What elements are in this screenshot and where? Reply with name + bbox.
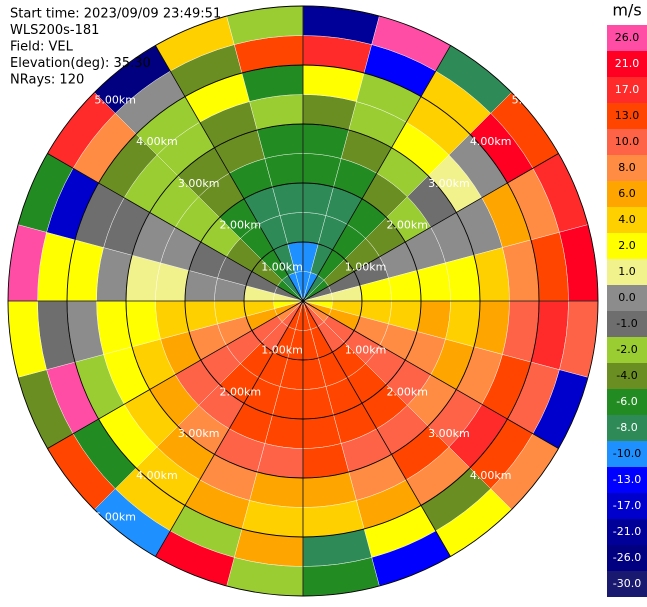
- colorbar-segment: [607, 311, 647, 337]
- range-label: 1.00km: [261, 344, 303, 357]
- range-ring: [66, 64, 540, 538]
- colorbar-segment: [607, 337, 647, 363]
- header-line: Field: VEL: [10, 40, 74, 55]
- header-line: Elevation(deg): 35.30: [10, 56, 151, 71]
- colorbar-segment: [607, 233, 647, 259]
- colorbar-tick-label: 26.0: [615, 31, 640, 44]
- colorbar-segment: [607, 415, 647, 441]
- range-label: 4.00km: [136, 469, 178, 482]
- colorbar-tick-label: -26.0: [613, 551, 641, 564]
- range-label: 3.00km: [428, 177, 470, 190]
- range-label: 2.00km: [220, 219, 262, 232]
- colorbar-segment: [607, 129, 647, 155]
- colorbar-label: m/s: [612, 1, 641, 20]
- range-label: 1.00km: [345, 260, 387, 273]
- gate-cell: [256, 443, 304, 479]
- range-ring: [125, 123, 481, 479]
- colorbar-segment: [607, 519, 647, 545]
- range-label: 3.00km: [428, 427, 470, 440]
- range-label: 2.00km: [386, 385, 428, 398]
- colorbar-segment: [607, 441, 647, 467]
- colorbar-segment: [607, 285, 647, 311]
- gate-cell: [445, 254, 481, 302]
- range-label: 1.00km: [261, 260, 303, 273]
- range-label: 3.00km: [178, 427, 220, 440]
- colorbar-tick-label: -17.0: [613, 499, 641, 512]
- gate-cell: [256, 123, 304, 159]
- colorbar-tick-label: 1.0: [618, 265, 636, 278]
- range-label: 1.00km: [345, 344, 387, 357]
- colorbar-tick-label: -6.0: [616, 395, 637, 408]
- colorbar-tick-label: -1.0: [616, 317, 637, 330]
- gate-cell: [302, 123, 350, 159]
- colorbar-tick-label: -13.0: [613, 473, 641, 486]
- colorbar-segment: [607, 467, 647, 493]
- colorbar-tick-label: -10.0: [613, 447, 641, 460]
- gate-cell: [125, 254, 161, 302]
- colorbar-segment: [607, 103, 647, 129]
- range-label: 5.00km: [94, 511, 136, 524]
- overlay: 1.00km 1.00km 1.00km 1.00km 2.00km 2.00km 2.00…: [7, 5, 599, 597]
- colorbar-tick-label: 8.0: [618, 161, 636, 174]
- gate-cell: [125, 300, 161, 348]
- colorbar-tick-label: 2.0: [618, 239, 636, 252]
- range-ring: [243, 241, 363, 361]
- header: Start time: 2023/09/09 23:49:51WLS200s-1…: [10, 7, 221, 88]
- gate-cell: [302, 443, 350, 479]
- colorbar-segment: [607, 389, 647, 415]
- colorbar-segment: [607, 51, 647, 77]
- range-ring: [184, 182, 422, 420]
- range-label: 3.00km: [178, 177, 220, 190]
- colorbar-tick-label: -30.0: [613, 577, 641, 590]
- colorbar-segment: [607, 363, 647, 389]
- colorbar-tick-label: 21.0: [615, 57, 640, 70]
- colorbar-tick-label: 0.0: [618, 291, 636, 304]
- header-line: NRays: 120: [10, 73, 84, 88]
- gate-cell: [445, 300, 481, 348]
- colorbar-segment: [607, 493, 647, 519]
- azimuth-line: [155, 45, 451, 557]
- colorbar-segment: [607, 571, 647, 597]
- colorbar-tick-label: 4.0: [618, 213, 636, 226]
- colorbar-tick-label: 6.0: [618, 187, 636, 200]
- colorbar-segment: [607, 155, 647, 181]
- range-label: 2.00km: [386, 219, 428, 232]
- colorbar: m/s 26.0 21.0 17.0 13.0 10.0 8.0 6.0 4.0 2.0 1.0 0.…: [607, 1, 647, 597]
- colorbar-tick-label: -21.0: [613, 525, 641, 538]
- colorbar-tick-label: 17.0: [615, 83, 640, 96]
- colorbar-tick-label: -4.0: [616, 369, 637, 382]
- colorbar-segment: [607, 207, 647, 233]
- range-label: 4.00km: [136, 135, 178, 148]
- header-line: WLS200s-181: [10, 23, 99, 38]
- range-label: 4.00km: [470, 469, 512, 482]
- colorbar-tick-label: 13.0: [615, 109, 640, 122]
- colorbar-tick-label: -8.0: [616, 421, 637, 434]
- range-label: 5.00km: [512, 511, 554, 524]
- range-label: 4.00km: [470, 135, 512, 148]
- range-label: 5.00km: [94, 93, 136, 106]
- colorbar-segment: [607, 259, 647, 285]
- header-line: Start time: 2023/09/09 23:49:51: [10, 7, 221, 22]
- colorbar-tick-label: 10.0: [615, 135, 640, 148]
- range-label: 5.00km: [512, 93, 554, 106]
- ppi-field: [7, 5, 599, 597]
- colorbar-segment: [607, 545, 647, 571]
- colorbar-tick-label: -2.0: [616, 343, 637, 356]
- colorbar-segment: [607, 77, 647, 103]
- range-label: 2.00km: [220, 385, 262, 398]
- colorbar-segment: [607, 181, 647, 207]
- colorbar-segment: [607, 25, 647, 51]
- range-ring: [7, 5, 599, 597]
